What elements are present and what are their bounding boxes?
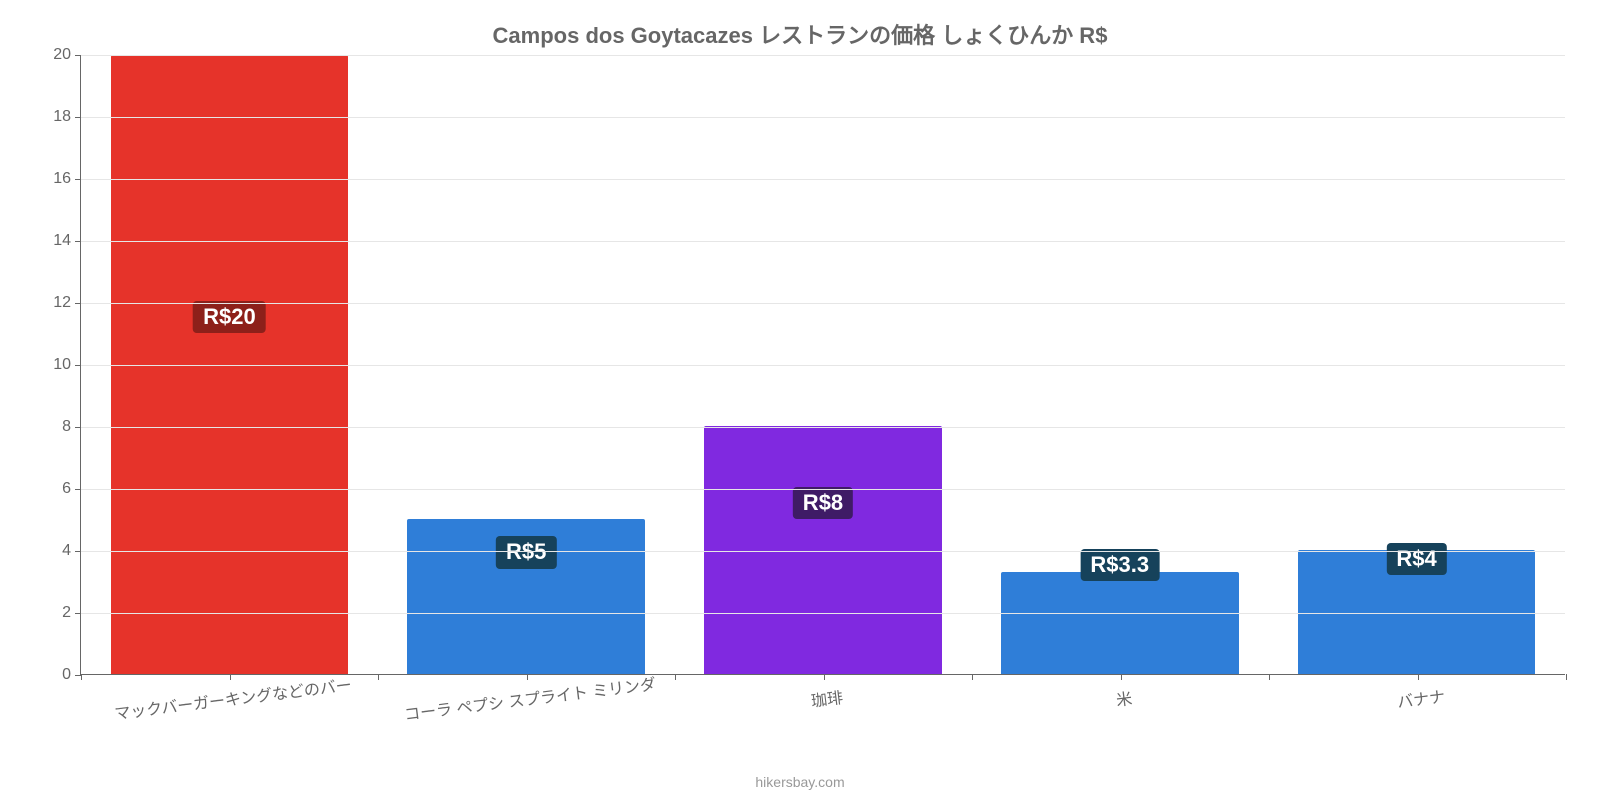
gridline — [81, 365, 1565, 366]
gridline — [81, 55, 1565, 56]
bar-value-label: R$4 — [1386, 543, 1446, 575]
xtick-mark — [1269, 674, 1270, 680]
bar-value-label: R$5 — [496, 536, 556, 568]
ytick-label: 10 — [53, 356, 81, 374]
xtick-mark — [1566, 674, 1567, 680]
ytick-label: 14 — [53, 232, 81, 250]
ytick-label: 4 — [62, 542, 81, 560]
gridline — [81, 427, 1565, 428]
xtick-mark — [378, 674, 379, 680]
plot-area: R$20R$5R$8R$3.3R$4 02468101214161820マックバ… — [80, 55, 1565, 675]
gridline — [81, 241, 1565, 242]
xtick-mark — [675, 674, 676, 680]
bar-value-label: R$20 — [193, 301, 266, 333]
bar — [1001, 572, 1238, 674]
gridline — [81, 489, 1565, 490]
gridline — [81, 613, 1565, 614]
ytick-label: 16 — [53, 170, 81, 188]
bar-value-label: R$8 — [793, 487, 853, 519]
ytick-label: 8 — [62, 418, 81, 436]
price-chart: Campos dos Goytacazes レストランの価格 しょくひんか R$… — [0, 0, 1600, 800]
ytick-label: 0 — [62, 666, 81, 684]
ytick-label: 6 — [62, 480, 81, 498]
xtick-label: 米 — [1113, 673, 1133, 711]
gridline — [81, 117, 1565, 118]
gridline — [81, 303, 1565, 304]
ytick-label: 12 — [53, 294, 81, 312]
xtick-label: 珈琲 — [808, 672, 844, 712]
ytick-label: 2 — [62, 604, 81, 622]
chart-title: Campos dos Goytacazes レストランの価格 しょくひんか R$ — [0, 18, 1600, 50]
xtick-mark — [972, 674, 973, 680]
chart-credit: hikersbay.com — [0, 774, 1600, 790]
bar-value-label: R$3.3 — [1080, 549, 1159, 581]
xtick-mark — [81, 674, 82, 680]
xtick-label: バナナ — [1394, 671, 1446, 713]
gridline — [81, 179, 1565, 180]
ytick-label: 20 — [53, 46, 81, 64]
ytick-label: 18 — [53, 108, 81, 126]
gridline — [81, 551, 1565, 552]
